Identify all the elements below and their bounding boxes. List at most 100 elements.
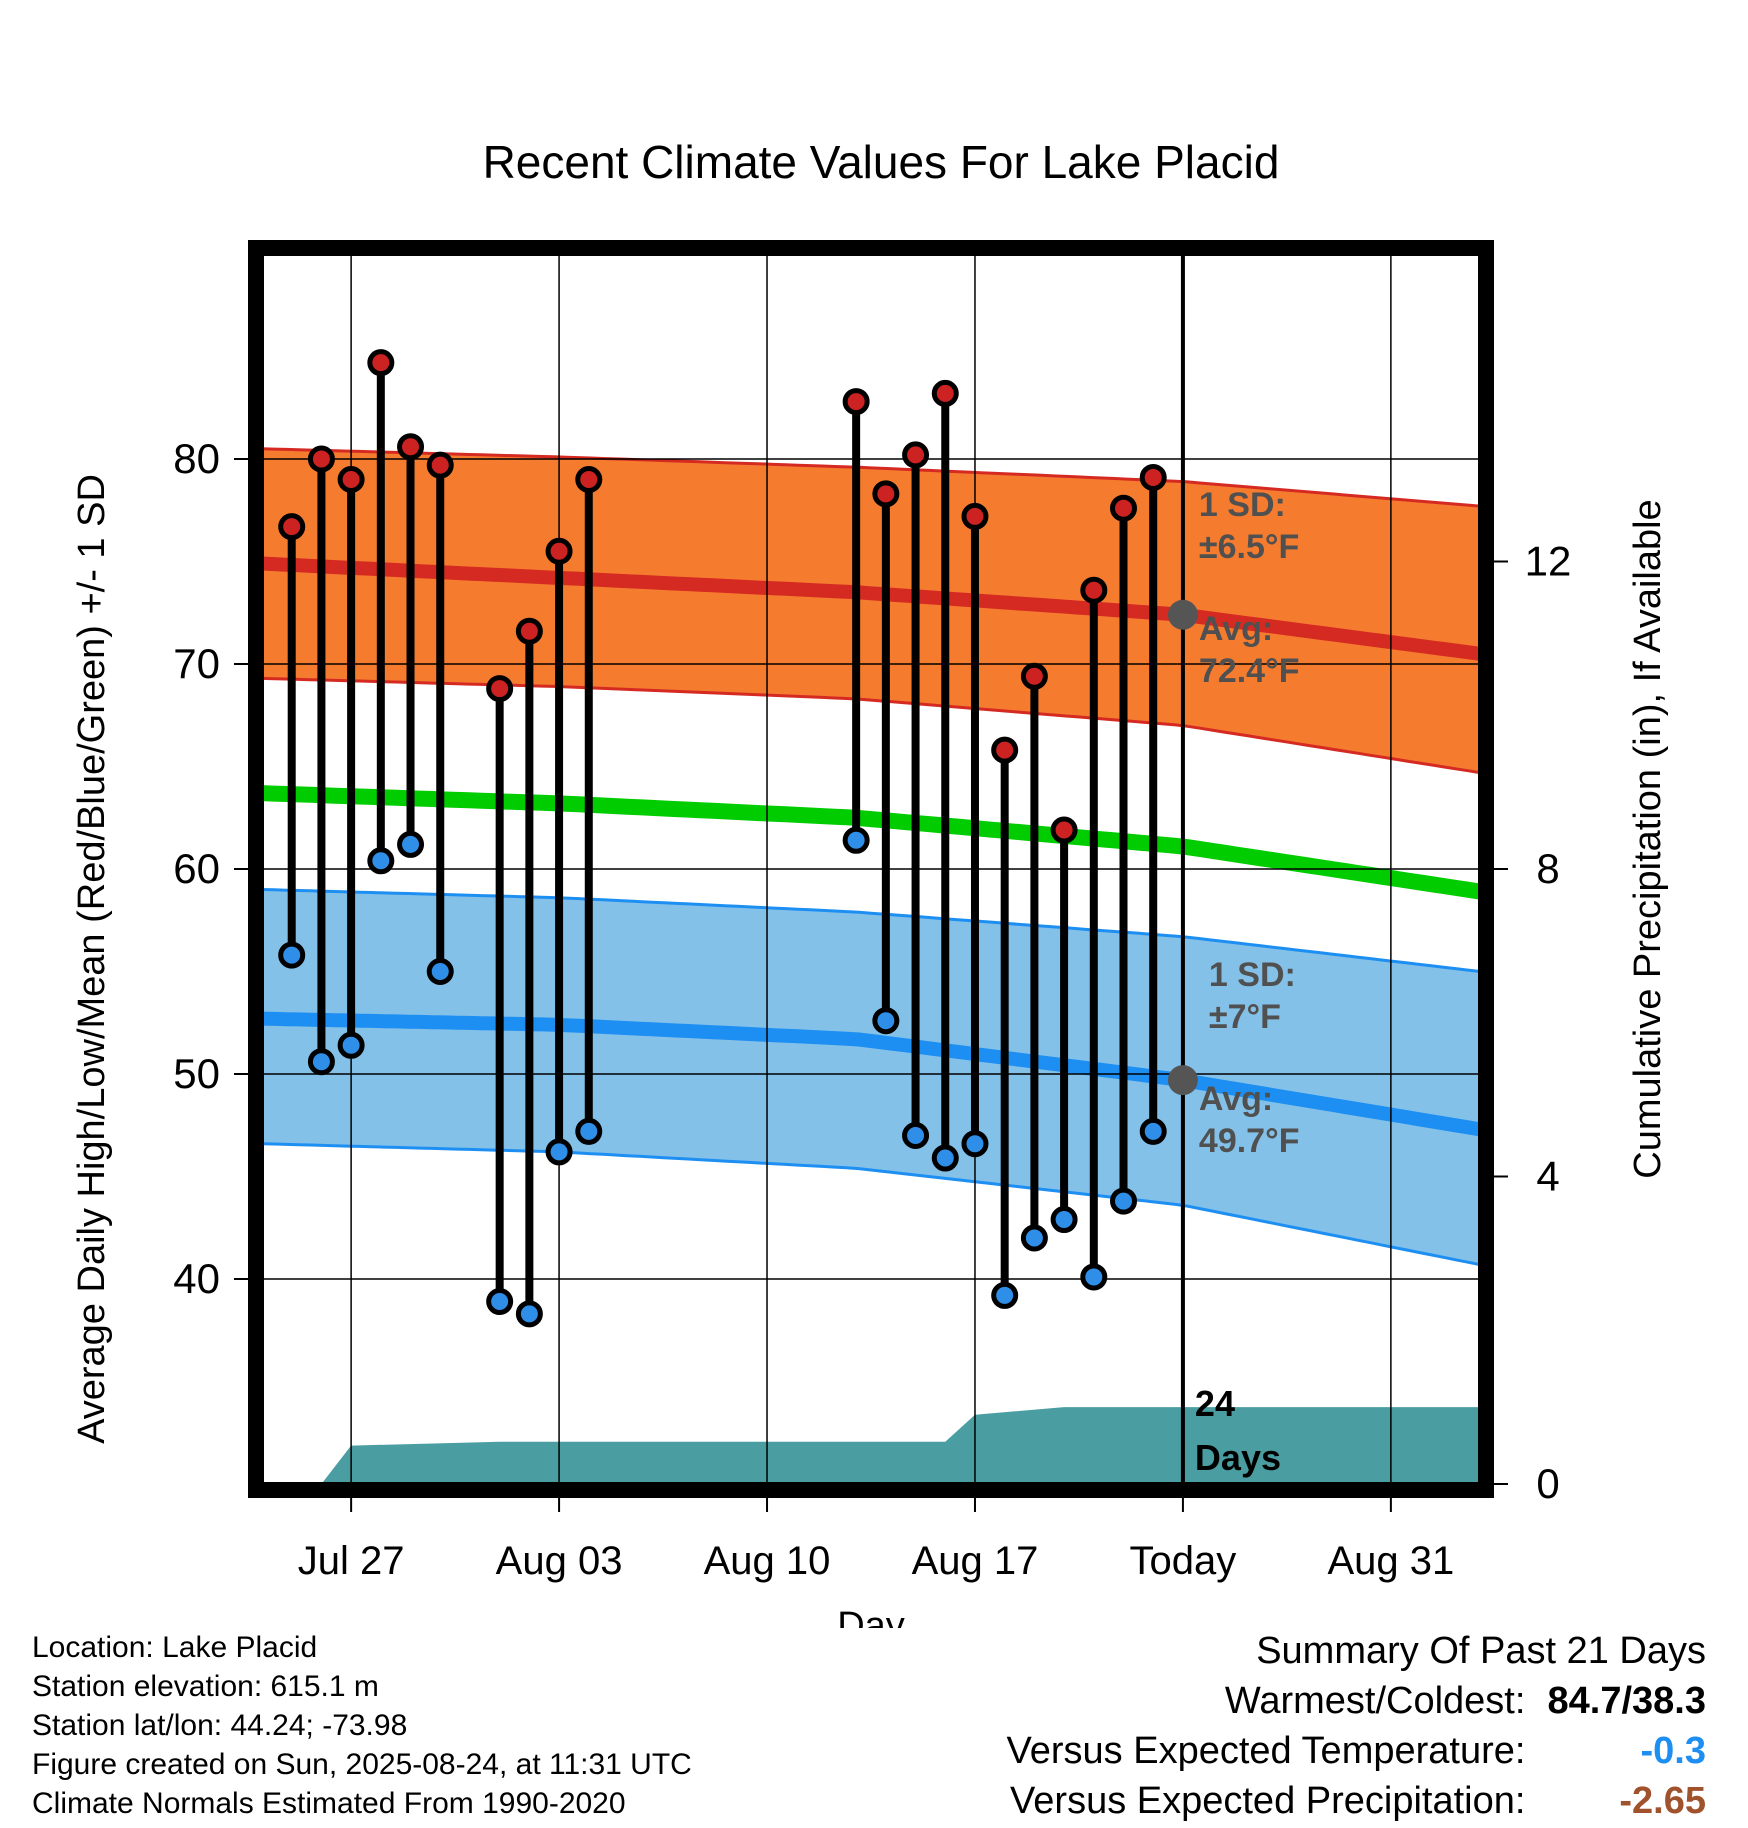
obs-high-point xyxy=(575,466,603,493)
low-lower-edge xyxy=(261,1142,1481,1267)
y-right-tick-label: 4 xyxy=(1536,1153,1559,1200)
obs-high-point xyxy=(991,736,1019,764)
summary-panel: Summary Of Past 21 Days Warmest/Coldest:… xyxy=(1007,1626,1706,1826)
obs-low-point xyxy=(842,826,870,854)
observations xyxy=(278,349,1198,1328)
obs-high-point xyxy=(515,617,543,645)
station-info: Location: Lake Placid Station elevation:… xyxy=(32,1628,692,1823)
obs-high-point xyxy=(367,349,395,377)
y-right-tick-label: 0 xyxy=(1536,1460,1559,1507)
x-tick-label: Aug 31 xyxy=(1327,1539,1454,1583)
obs-low-point xyxy=(991,1281,1019,1309)
obs-high-point xyxy=(426,451,454,479)
obs-high-point xyxy=(931,379,959,407)
temp-anomaly-value: -0.3 xyxy=(1640,1730,1706,1772)
precip-anomaly-label: Versus Expected Precipitation: xyxy=(1010,1780,1526,1822)
obs-high-point xyxy=(486,675,514,703)
elevation-text: Station elevation: 615.1 m xyxy=(32,1670,379,1703)
obs-low-point xyxy=(931,1144,959,1172)
obs-high-point xyxy=(307,445,335,473)
y-right-tick-label: 8 xyxy=(1536,845,1559,892)
obs-low-point xyxy=(307,1048,335,1076)
obs-low-point xyxy=(278,941,306,969)
location-text: Location: Lake Placid xyxy=(32,1631,318,1664)
obs-low-point xyxy=(1110,1187,1138,1215)
obs-high-point xyxy=(397,433,425,461)
created-text: Figure created on Sun, 2025-08-24, at 11… xyxy=(32,1748,692,1781)
today-low-avg-marker xyxy=(1167,1065,1198,1096)
low-sd-label: 1 SD: xyxy=(1209,956,1296,994)
y-left-tick-label: 70 xyxy=(173,640,220,687)
low-avg-label: Avg: xyxy=(1199,1080,1273,1118)
x-tick-label: Aug 17 xyxy=(912,1539,1039,1583)
x-axis-label: Day xyxy=(837,1605,905,1628)
obs-low-point xyxy=(872,1007,900,1035)
obs-low-point xyxy=(575,1117,603,1145)
obs-low-point xyxy=(961,1130,989,1158)
obs-low-point xyxy=(337,1031,365,1059)
obs-low-point xyxy=(1050,1206,1078,1234)
obs-low-point xyxy=(367,847,395,875)
obs-high-point xyxy=(1080,576,1108,604)
obs-high-point xyxy=(1110,494,1138,522)
today-days-label: 24 xyxy=(1195,1383,1235,1424)
normal-bands xyxy=(261,447,1482,1267)
cumulative-precip-area xyxy=(321,1407,1480,1484)
x-tick-label: Aug 10 xyxy=(704,1539,831,1583)
obs-high-point xyxy=(842,388,870,416)
warmest-coldest-value: 84.7/38.3 xyxy=(1547,1680,1706,1722)
obs-high-point xyxy=(902,441,930,469)
today-high-avg-marker xyxy=(1167,599,1198,630)
obs-high-point xyxy=(337,466,365,493)
climate-chart: 40 50 60 70 80 0 4 8 12 Jul 27 Aug 03 Aug 10 Aug 17 T… xyxy=(71,136,1669,1628)
normal-mean-line xyxy=(261,785,1482,900)
y-left-axis-label: Average Daily High/Low/Mean (Red/Blue/Gr… xyxy=(71,474,113,1444)
obs-low-point xyxy=(486,1288,514,1316)
normal-high-line xyxy=(261,556,1481,661)
high-sd-label: 1 SD: xyxy=(1199,486,1286,524)
obs-high-point xyxy=(1050,816,1078,844)
obs-low-point xyxy=(397,830,425,858)
precip-anomaly-value: -2.65 xyxy=(1619,1780,1706,1822)
obs-high-point xyxy=(961,502,989,530)
grid xyxy=(262,254,1480,1484)
y-right-axis-label: Cumulative Precipitation (in), If Availa… xyxy=(1627,499,1669,1178)
normal-low-line xyxy=(261,1011,1482,1137)
low-avg-value: 49.7°F xyxy=(1199,1122,1300,1160)
y-right-tick-label: 12 xyxy=(1525,538,1572,585)
warmest-coldest-label: Warmest/Coldest: xyxy=(1224,1680,1526,1722)
obs-high-point xyxy=(278,513,306,541)
high-upper-edge xyxy=(261,447,1481,508)
latlon-text: Station lat/lon: 44.24; -73.98 xyxy=(32,1709,408,1742)
obs-high-point xyxy=(1139,463,1167,491)
obs-low-point xyxy=(902,1122,930,1149)
high-lower-edge xyxy=(261,676,1481,775)
obs-low-point xyxy=(1020,1224,1048,1252)
y-left-tick-label: 50 xyxy=(173,1050,220,1097)
low-sd-band xyxy=(262,889,1480,1265)
chart-text: Recent Climate Values For Lake Placid Day… xyxy=(71,136,1669,1628)
precipitation-area xyxy=(321,1407,1480,1484)
plot-frame xyxy=(248,240,1494,1498)
x-tick-label: Today xyxy=(1130,1539,1237,1583)
high-avg-label: Avg: xyxy=(1199,610,1273,648)
obs-high-point xyxy=(872,480,900,508)
obs-low-point xyxy=(1080,1263,1108,1291)
low-upper-edge xyxy=(261,888,1481,973)
normals-text: Climate Normals Estimated From 1990-2020 xyxy=(32,1787,626,1820)
high-sd-band xyxy=(262,448,1480,773)
x-tick-label: Aug 03 xyxy=(496,1539,623,1583)
y-left-tick-label: 80 xyxy=(173,435,220,482)
today-days-label: Days xyxy=(1195,1437,1281,1478)
obs-high-point xyxy=(1020,662,1048,690)
y-left-tick-label: 40 xyxy=(173,1255,220,1302)
low-sd-value: ±7°F xyxy=(1209,998,1281,1036)
chart-title: Recent Climate Values For Lake Placid xyxy=(483,136,1280,188)
high-sd-value: ±6.5°F xyxy=(1199,528,1299,566)
temp-anomaly-label: Versus Expected Temperature: xyxy=(1006,1730,1526,1772)
obs-high-point xyxy=(545,537,573,565)
obs-low-point xyxy=(545,1138,573,1166)
x-tick-label: Jul 27 xyxy=(298,1539,405,1583)
obs-low-point xyxy=(515,1300,543,1328)
high-avg-value: 72.4°F xyxy=(1199,652,1300,690)
